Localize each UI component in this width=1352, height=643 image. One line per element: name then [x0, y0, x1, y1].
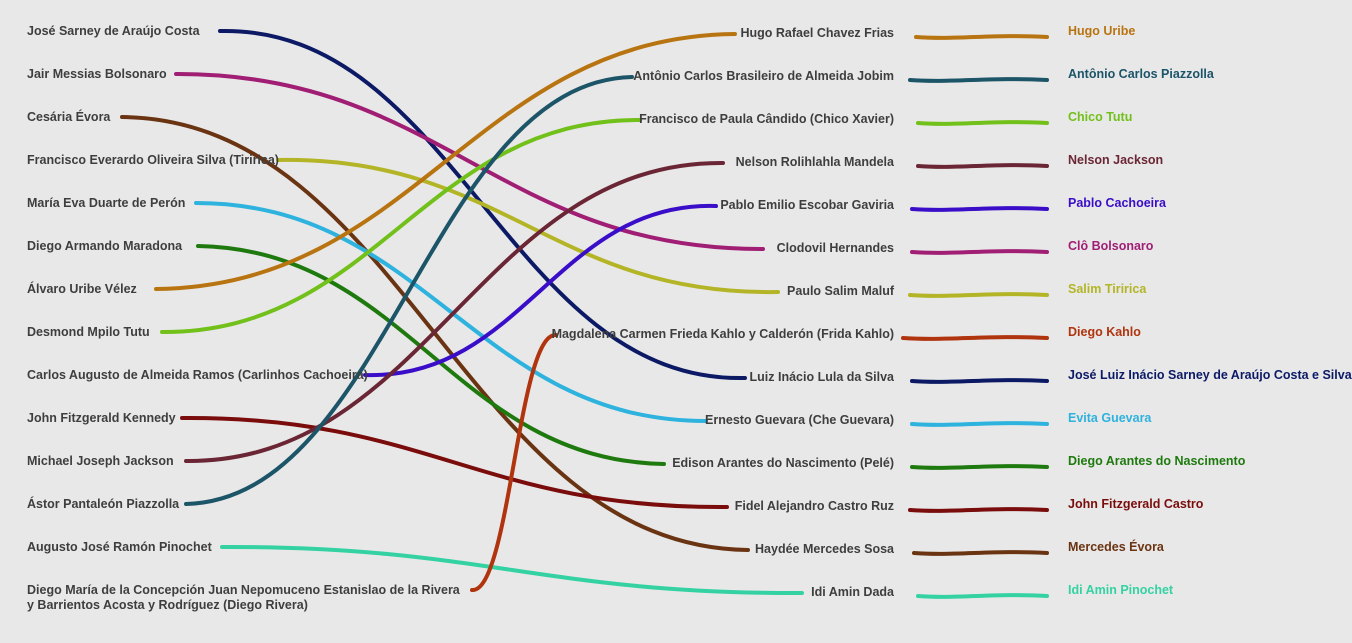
right-name-1: Antônio Carlos Brasileiro de Almeida Job… [633, 69, 894, 83]
right-name-11: Fidel Alejandro Castro Ruz [734, 499, 894, 513]
combined-stroke-13 [916, 593, 1049, 599]
right-name-10: Edison Arantes do Nascimento (Pelé) [672, 456, 894, 470]
combined-name-9: Evita Guevara [1068, 411, 1152, 425]
combined-stroke-3 [916, 163, 1049, 169]
left-name-11: Ástor Pantaleón Piazzolla [27, 497, 180, 511]
combined-name-12: Mercedes Évora [1068, 540, 1164, 554]
combined-stroke-2 [916, 120, 1049, 126]
right-name-8: Luiz Inácio Lula da Silva [749, 370, 894, 384]
combined-stroke-9 [910, 421, 1049, 427]
combined-stroke-7 [901, 335, 1049, 341]
connector-line-13 [470, 332, 558, 593]
combined-name-6: Salim Tiririca [1068, 282, 1147, 296]
combined-name-3: Nelson Jackson [1068, 153, 1164, 167]
connector-line-11 [184, 75, 634, 506]
connector-line-12 [220, 544, 804, 596]
right-name-13: Idi Amin Dada [811, 585, 894, 599]
left-name-2: Cesária Évora [27, 110, 111, 124]
left-name-5: Diego Armando Maradona [27, 239, 183, 253]
combined-name-7: Diego Kahlo [1068, 325, 1141, 339]
right-name-0: Hugo Rafael Chavez Frias [740, 26, 894, 40]
combined-name-4: Pablo Cachoeira [1068, 196, 1166, 210]
combined-stroke-12 [912, 550, 1049, 556]
right-name-9: Ernesto Guevara (Che Guevara) [705, 413, 894, 427]
left-name-1: Jair Messias Bolsonaro [27, 67, 167, 81]
combined-name-13: Idi Amin Pinochet [1068, 583, 1174, 597]
right-name-5: Clodovil Hernandes [776, 241, 894, 255]
left-name-8: Carlos Augusto de Almeida Ramos (Carlinh… [27, 368, 368, 382]
combined-name-5: Clô Bolsonaro [1068, 239, 1154, 253]
connector-line-8 [363, 203, 718, 378]
right-name-6: Paulo Salim Maluf [787, 284, 894, 298]
combined-name-8: José Luiz Inácio Sarney de Araújo Costa … [1068, 368, 1352, 382]
left-name-3: Francisco Everardo Oliveira Silva (Tirir… [27, 153, 279, 167]
combined-name-11: John Fitzgerald Castro [1068, 497, 1204, 511]
left-name-7: Desmond Mpilo Tutu [27, 325, 150, 339]
connector-line-4 [194, 201, 708, 423]
left-name-6: Álvaro Uribe Vélez [27, 282, 137, 296]
left-name-10: Michael Joseph Jackson [27, 454, 174, 468]
left-name-4: María Eva Duarte de Perón [27, 196, 186, 210]
connector-line-9 [180, 415, 729, 510]
combined-stroke-5 [910, 249, 1049, 255]
left-name-9: John Fitzgerald Kennedy [27, 411, 176, 425]
combined-stroke-1 [908, 77, 1049, 83]
right-name-4: Pablo Emilio Escobar Gaviria [720, 198, 894, 212]
connector-line-5 [196, 244, 666, 466]
combined-name-10: Diego Arantes do Nascimento [1068, 454, 1246, 468]
connector-line-7 [160, 117, 642, 335]
right-name-2: Francisco de Paula Cândido (Chico Xavier… [639, 112, 894, 126]
left-name-0: José Sarney de Araújo Costa [27, 24, 200, 38]
combined-stroke-4 [910, 206, 1049, 212]
combined-stroke-0 [914, 34, 1049, 40]
connector-line-3 [276, 157, 780, 295]
combined-stroke-10 [910, 464, 1049, 470]
combined-name-2: Chico Tutu [1068, 110, 1133, 124]
right-name-12: Haydée Mercedes Sosa [755, 542, 894, 556]
connector-line-1 [174, 71, 765, 252]
combined-name-0: Hugo Uribe [1068, 24, 1136, 38]
connector-line-10 [184, 160, 725, 464]
combined-name-1: Antônio Carlos Piazzolla [1068, 67, 1214, 81]
left-name-13: Diego María de la Concepción Juan Nepomu… [27, 583, 460, 612]
connector-line-6 [154, 32, 737, 291]
combined-stroke-11 [908, 507, 1049, 513]
combined-stroke-6 [908, 292, 1049, 298]
right-name-3: Nelson Rolihlahla Mandela [735, 155, 894, 169]
left-name-12: Augusto José Ramón Pinochet [27, 540, 212, 554]
combined-stroke-8 [910, 378, 1049, 384]
right-name-7: Magdalena Carmen Frieda Kahlo y Calderón… [551, 327, 894, 341]
